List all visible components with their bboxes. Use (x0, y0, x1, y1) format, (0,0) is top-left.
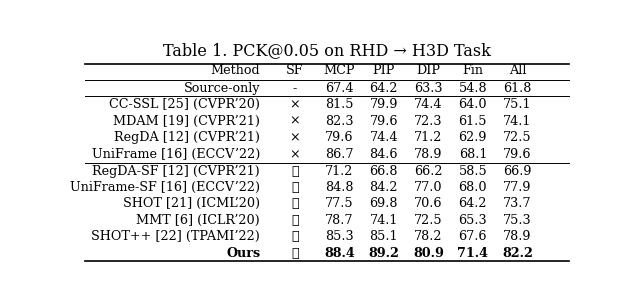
Text: ✓: ✓ (291, 197, 299, 211)
Text: 54.8: 54.8 (459, 82, 487, 95)
Text: 74.4: 74.4 (369, 131, 398, 144)
Text: ✓: ✓ (291, 181, 299, 194)
Text: Table 1. PCK@0.05 on RHD → H3D Task: Table 1. PCK@0.05 on RHD → H3D Task (163, 42, 491, 59)
Text: ×: × (290, 115, 300, 128)
Text: 65.3: 65.3 (459, 214, 487, 227)
Text: 84.2: 84.2 (369, 181, 398, 194)
Text: RegDA-SF [12] (CVPR’21): RegDA-SF [12] (CVPR’21) (93, 165, 260, 178)
Text: 67.4: 67.4 (325, 82, 353, 95)
Text: 63.3: 63.3 (414, 82, 443, 95)
Text: 84.6: 84.6 (369, 148, 398, 161)
Text: PIP: PIP (373, 64, 395, 77)
Text: 72.5: 72.5 (503, 131, 531, 144)
Text: 67.6: 67.6 (459, 230, 487, 243)
Text: 89.2: 89.2 (368, 247, 399, 260)
Text: MMT [6] (ICLR’20): MMT [6] (ICLR’20) (137, 214, 260, 227)
Text: 70.6: 70.6 (414, 197, 443, 211)
Text: 77.5: 77.5 (325, 197, 353, 211)
Text: 88.4: 88.4 (324, 247, 355, 260)
Text: 74.1: 74.1 (503, 115, 531, 128)
Text: ✓: ✓ (291, 214, 299, 227)
Text: 62.9: 62.9 (459, 131, 487, 144)
Text: 64.0: 64.0 (459, 98, 487, 111)
Text: 77.9: 77.9 (503, 181, 531, 194)
Text: 66.2: 66.2 (414, 165, 443, 178)
Text: All: All (508, 64, 526, 77)
Text: 68.0: 68.0 (459, 181, 487, 194)
Text: 78.7: 78.7 (325, 214, 353, 227)
Text: 72.3: 72.3 (414, 115, 443, 128)
Text: 79.6: 79.6 (503, 148, 531, 161)
Text: 72.5: 72.5 (414, 214, 443, 227)
Text: 86.7: 86.7 (325, 148, 353, 161)
Text: 75.3: 75.3 (503, 214, 531, 227)
Text: SHOT++ [22] (TPAMI’22): SHOT++ [22] (TPAMI’22) (91, 230, 260, 243)
Text: SF: SF (286, 64, 304, 77)
Text: MCP: MCP (323, 64, 355, 77)
Text: 79.6: 79.6 (369, 115, 398, 128)
Text: 71.2: 71.2 (325, 165, 353, 178)
Text: Ours: Ours (226, 247, 260, 260)
Text: CC-SSL [25] (CVPR’20): CC-SSL [25] (CVPR’20) (109, 98, 260, 111)
Text: 82.2: 82.2 (502, 247, 533, 260)
Text: ✓: ✓ (291, 247, 299, 260)
Text: 78.9: 78.9 (414, 148, 443, 161)
Text: 77.0: 77.0 (414, 181, 443, 194)
Text: 64.2: 64.2 (459, 197, 487, 211)
Text: MDAM [19] (CVPR’21): MDAM [19] (CVPR’21) (113, 115, 260, 128)
Text: 64.2: 64.2 (369, 82, 398, 95)
Text: 71.4: 71.4 (457, 247, 488, 260)
Text: 66.8: 66.8 (369, 165, 398, 178)
Text: 71.2: 71.2 (414, 131, 443, 144)
Text: Method: Method (211, 64, 260, 77)
Text: 74.4: 74.4 (414, 98, 443, 111)
Text: 69.8: 69.8 (369, 197, 398, 211)
Text: 80.9: 80.9 (413, 247, 444, 260)
Text: 66.9: 66.9 (503, 165, 531, 178)
Text: 58.5: 58.5 (459, 165, 487, 178)
Text: -: - (293, 82, 297, 95)
Text: 74.1: 74.1 (369, 214, 398, 227)
Text: 85.1: 85.1 (369, 230, 398, 243)
Text: ×: × (290, 148, 300, 161)
Text: 61.5: 61.5 (459, 115, 487, 128)
Text: ✓: ✓ (291, 230, 299, 243)
Text: 79.6: 79.6 (325, 131, 353, 144)
Text: 81.5: 81.5 (325, 98, 353, 111)
Text: ×: × (290, 131, 300, 144)
Text: UniFrame-SF [16] (ECCV’22): UniFrame-SF [16] (ECCV’22) (70, 181, 260, 194)
Text: 78.2: 78.2 (414, 230, 443, 243)
Text: DIP: DIP (417, 64, 440, 77)
Text: 79.9: 79.9 (369, 98, 398, 111)
Text: 75.1: 75.1 (503, 98, 531, 111)
Text: Source-only: Source-only (184, 82, 260, 95)
Text: ×: × (290, 98, 300, 111)
Text: 61.8: 61.8 (503, 82, 531, 95)
Text: 85.3: 85.3 (325, 230, 353, 243)
Text: ✓: ✓ (291, 165, 299, 178)
Text: RegDA [12] (CVPR’21): RegDA [12] (CVPR’21) (114, 131, 260, 144)
Text: 68.1: 68.1 (459, 148, 487, 161)
Text: Fin: Fin (463, 64, 484, 77)
Text: SHOT [21] (ICML’20): SHOT [21] (ICML’20) (123, 197, 260, 211)
Text: 73.7: 73.7 (503, 197, 531, 211)
Text: 82.3: 82.3 (325, 115, 353, 128)
Text: UniFrame [16] (ECCV’22): UniFrame [16] (ECCV’22) (92, 148, 260, 161)
Text: 78.9: 78.9 (503, 230, 531, 243)
Text: 84.8: 84.8 (325, 181, 353, 194)
